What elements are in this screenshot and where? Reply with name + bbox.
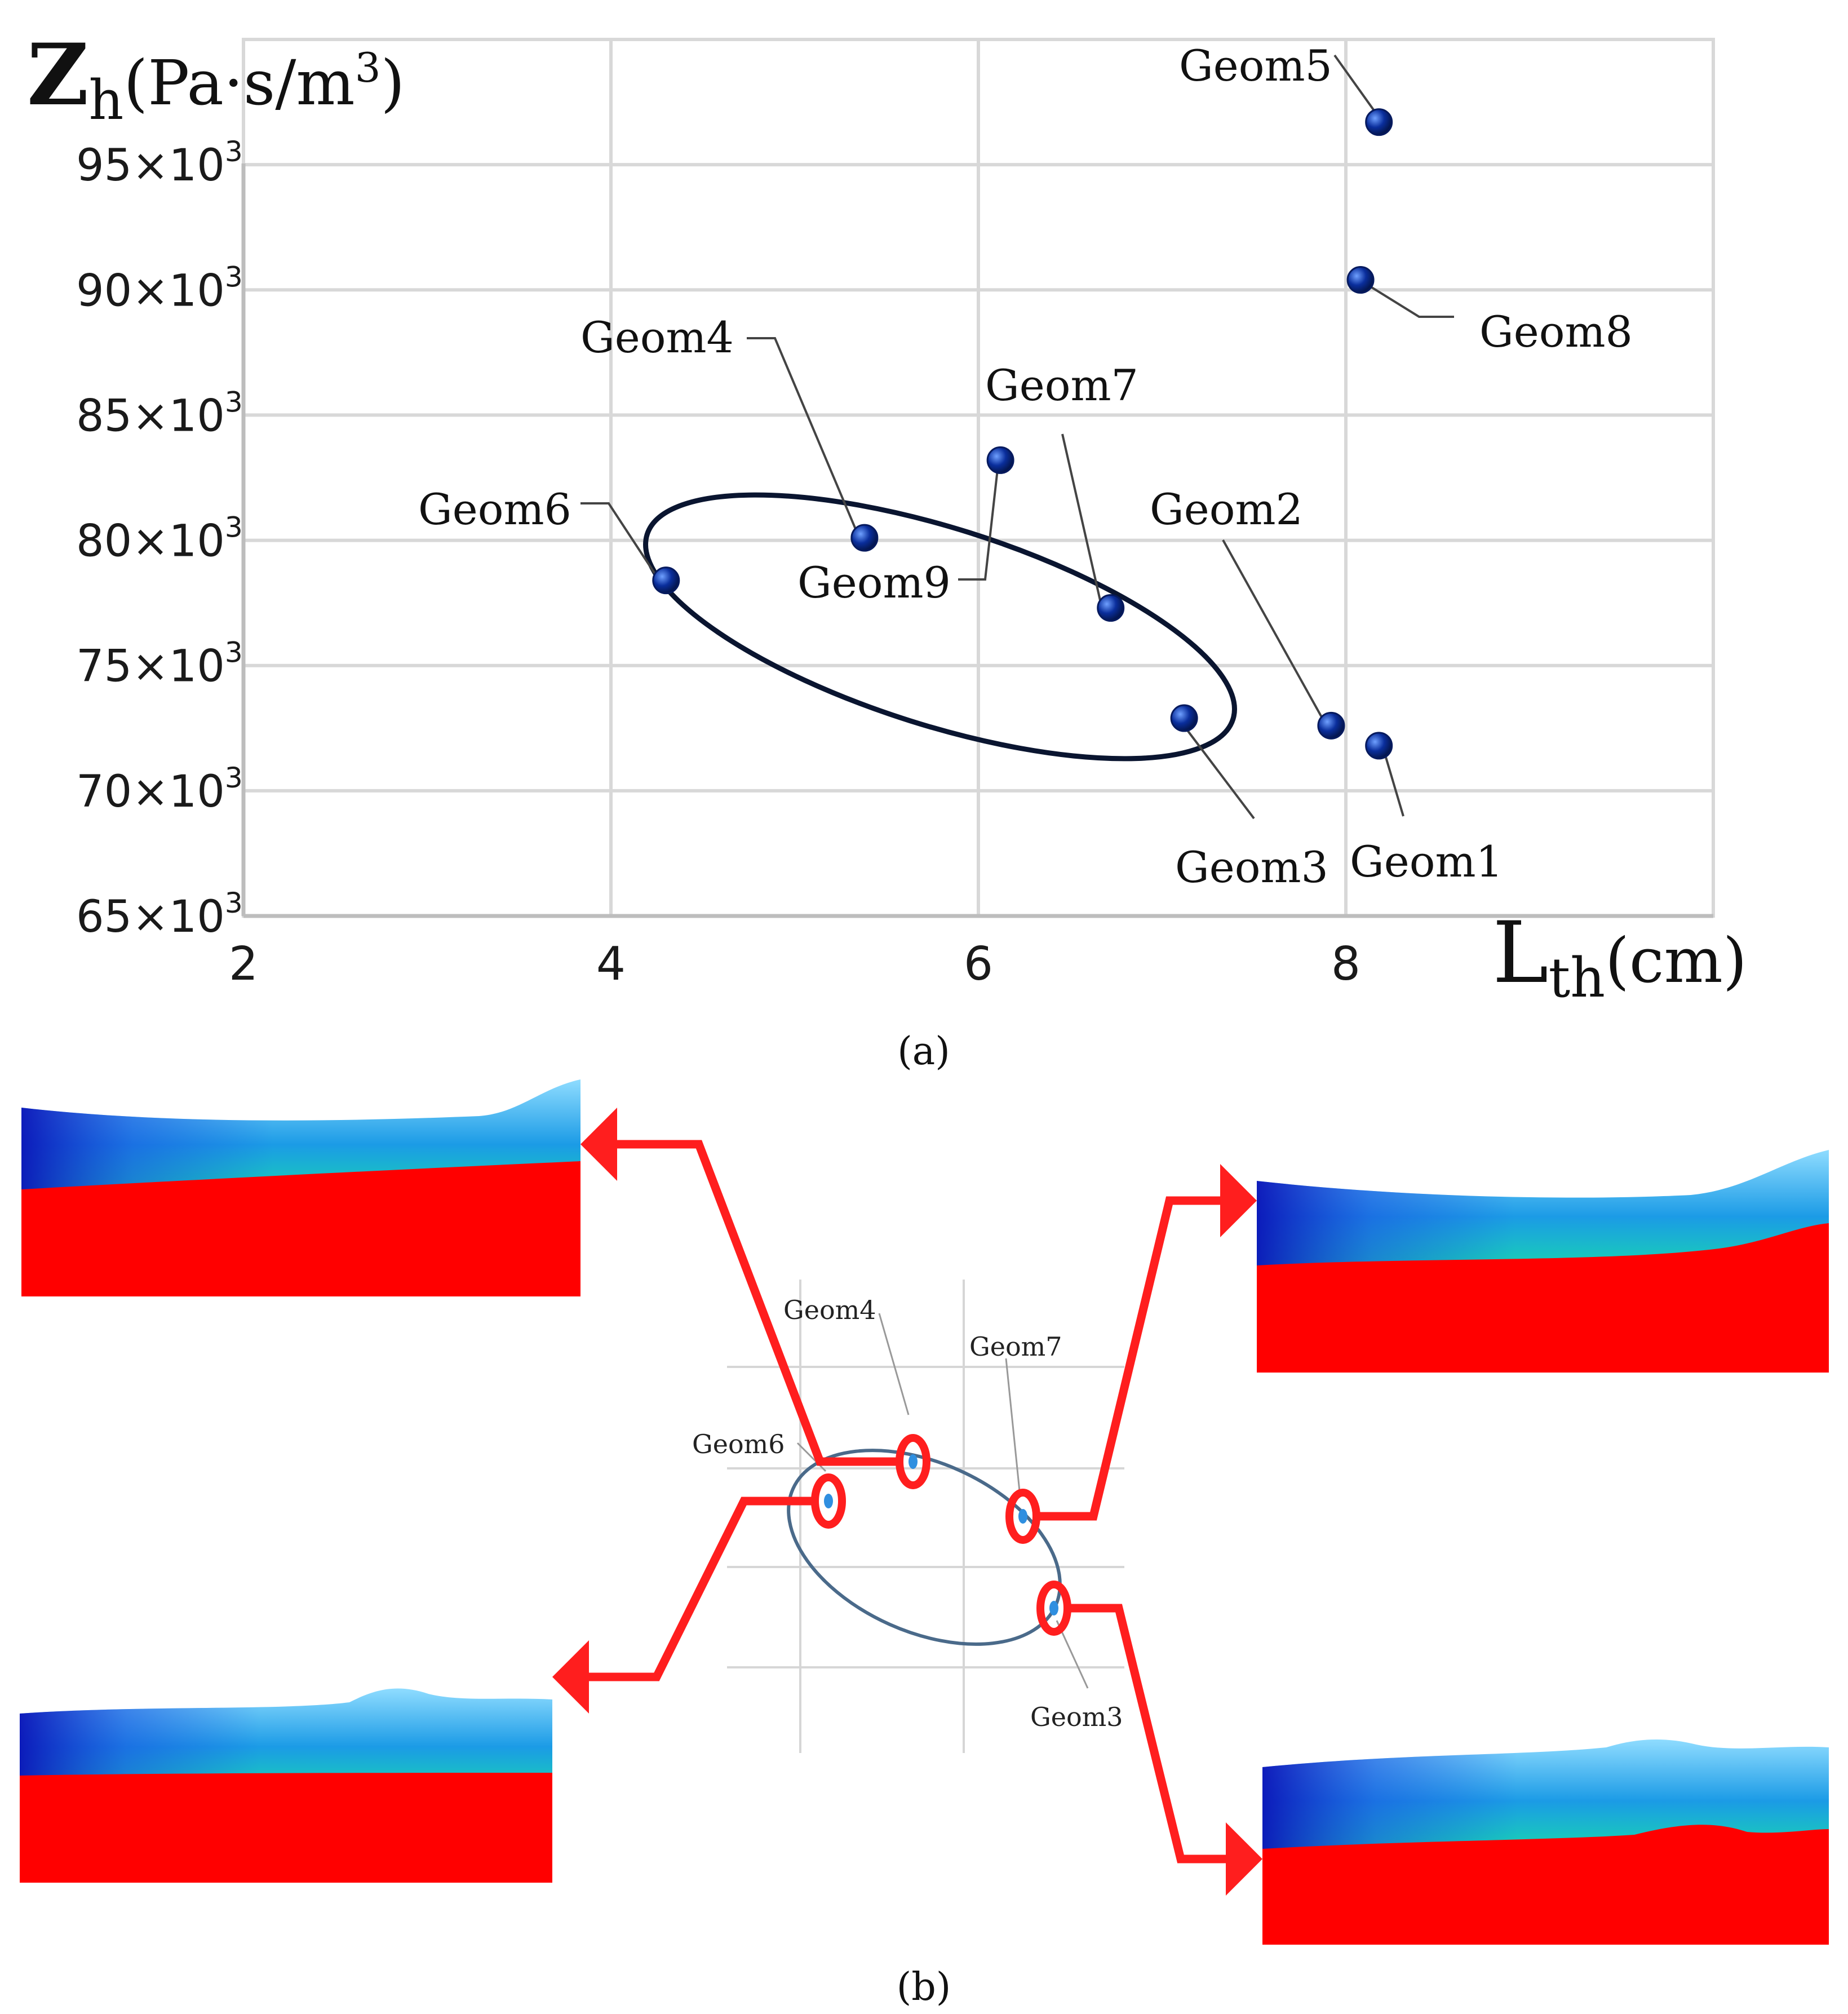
arrowhead-top-left: [580, 1108, 617, 1181]
leader-geom3: [1180, 720, 1255, 820]
panel-label-a: (a): [897, 1029, 950, 1074]
x-tick-label: 6: [964, 937, 993, 991]
data-point-geom6: [652, 566, 680, 595]
leader-geom1: [1382, 749, 1404, 817]
label-geom7: Geom7: [985, 360, 1138, 410]
arrow-geom4-to-top-left: [614, 1140, 899, 1466]
contour-image-bottom-right: [1262, 1739, 1829, 1945]
label-geom2: Geom2: [1150, 484, 1303, 534]
y-tick-label: 75×103: [76, 636, 243, 692]
contour-image-top-left: [21, 1079, 580, 1296]
label-geom8: Geom8: [1479, 307, 1633, 357]
arrowhead-top-right: [1220, 1164, 1257, 1237]
x-tick-label: 4: [596, 937, 626, 991]
inset-geom7-marker: [1005, 1489, 1040, 1544]
inset-geom3-marker: [1036, 1581, 1071, 1636]
x-tick-label: 2: [229, 937, 258, 991]
inset-label-geom7: Geom7: [969, 1331, 1062, 1362]
contour-image-top-right: [1257, 1150, 1829, 1373]
leader-geom4: [747, 337, 861, 539]
data-point-geom7: [1097, 594, 1125, 622]
connector-arrows: [552, 1108, 1262, 1896]
y-tick-label: 90×103: [76, 260, 243, 316]
inset-geom6-marker: [811, 1473, 846, 1529]
leader-geom8: [1362, 281, 1454, 318]
data-point-geom4: [850, 524, 879, 552]
arrow-geom3-to-bottom-right: [1068, 1604, 1229, 1863]
inset-label-geom3: Geom3: [1030, 1702, 1123, 1732]
label-leader-lines: [580, 54, 1454, 820]
arrowhead-bottom-left: [552, 1640, 589, 1714]
leader-geom5: [1333, 54, 1381, 119]
y-axis-title: Zh(Pa·s/m3): [27, 25, 405, 132]
data-point-geom2: [1317, 711, 1345, 740]
x-axis-title: Lth(cm): [1492, 904, 1747, 1010]
data-point-geom8: [1346, 266, 1375, 294]
leader-geom2: [1222, 539, 1328, 728]
inset-label-geom4: Geom4: [783, 1295, 876, 1325]
chart-grid: [242, 38, 1715, 918]
data-points: [652, 108, 1393, 760]
label-geom3: Geom3: [1175, 842, 1328, 892]
data-point-geom3: [1170, 704, 1198, 732]
panel-label-b: (b): [897, 1965, 951, 2009]
data-point-geom9: [986, 446, 1014, 474]
inset-label-geom6: Geom6: [692, 1429, 785, 1459]
scatter-chart: 65×103 70×103 75×103 80×103 85×103 90×103 95×1…: [27, 25, 1747, 1074]
leader-geom7: [1061, 433, 1103, 608]
chart-axes: [241, 163, 1713, 918]
label-geom4: Geom4: [580, 312, 734, 362]
label-geom6: Geom6: [418, 484, 571, 534]
x-tick-label: 8: [1331, 937, 1360, 991]
arrow-geom6-to-bottom-left: [589, 1497, 814, 1681]
x-tick-labels: 2 4 6 8: [229, 937, 1360, 991]
inset-chart: Geom4 Geom7 Geom6 Geom3: [692, 1280, 1124, 1753]
contour-panel: Geom4 Geom7 Geom6 Geom3: [20, 1079, 1829, 2009]
leader-geom6: [580, 502, 661, 582]
y-tick-label: 80×103: [76, 511, 243, 567]
label-geom9: Geom9: [797, 557, 951, 608]
arrow-geom7-to-top-right: [1037, 1196, 1226, 1521]
y-tick-label: 95×103: [76, 135, 243, 191]
highlight-ellipse: [643, 492, 1237, 762]
contour-image-bottom-left: [20, 1688, 552, 1883]
data-point-geom1: [1365, 732, 1393, 760]
y-tick-label: 70×103: [76, 762, 243, 817]
leader-geom9: [958, 459, 1000, 581]
inset-geom4-marker: [896, 1434, 930, 1489]
y-tick-label: 85×103: [76, 386, 243, 441]
y-tick-labels: 65×103 70×103 75×103 80×103 85×103 90×103 95×1…: [76, 135, 243, 942]
point-labels: Geom5 Geom8 Geom4 Geom7 Geom6 Geom2 Geom…: [418, 41, 1633, 892]
y-tick-label: 65×103: [76, 887, 243, 942]
label-geom5: Geom5: [1179, 41, 1332, 91]
label-geom1: Geom1: [1350, 836, 1503, 887]
data-point-geom5: [1365, 108, 1393, 136]
arrowhead-bottom-right: [1226, 1822, 1262, 1896]
